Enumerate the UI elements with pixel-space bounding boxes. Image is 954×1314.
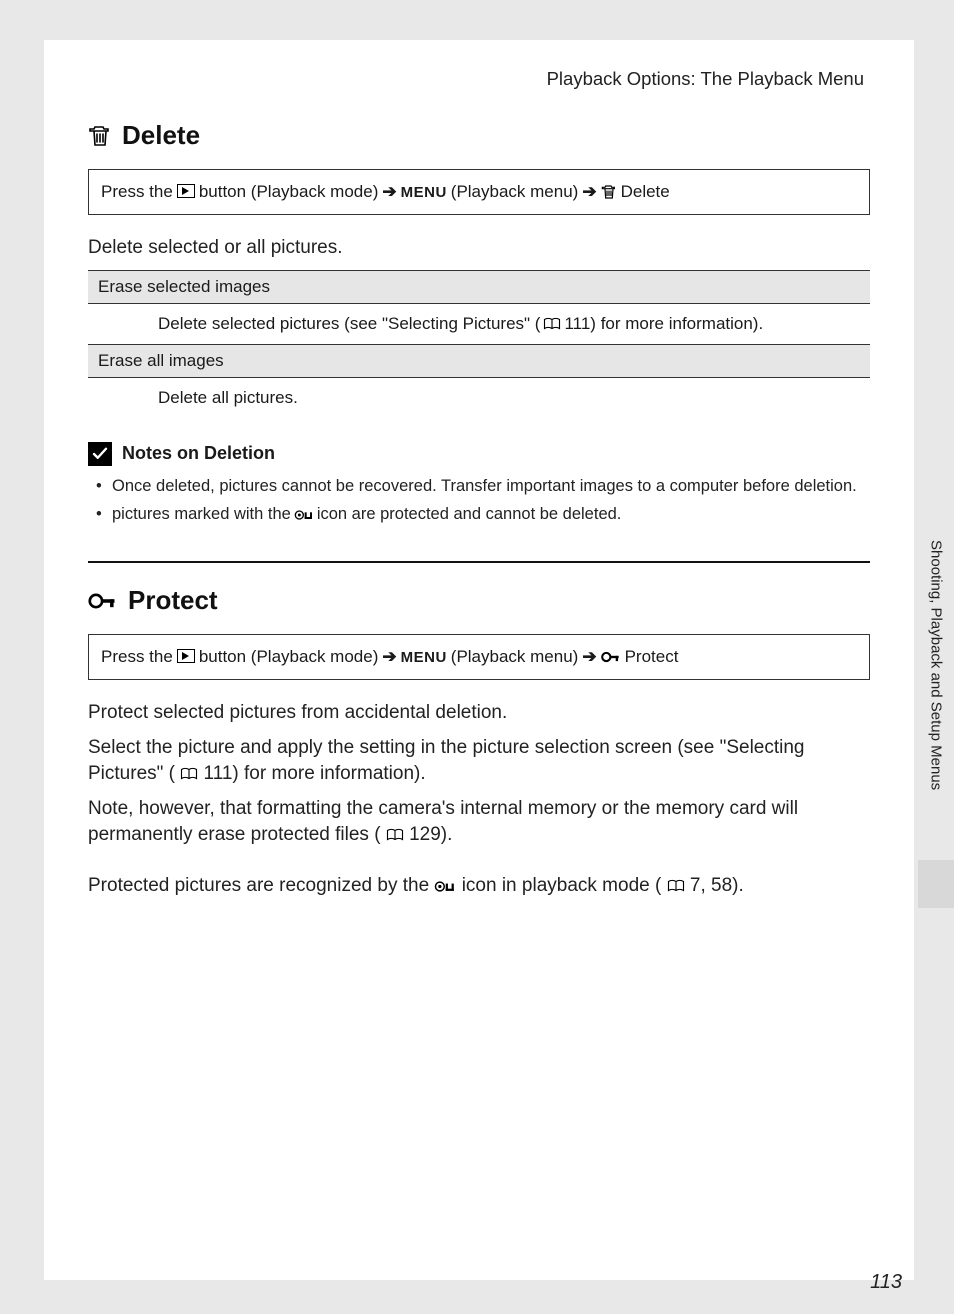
nav-text: Delete: [621, 182, 670, 202]
key-icon: [88, 590, 118, 612]
delete-nav-path: Press the button (Playback mode) ➔ MENU …: [88, 169, 870, 215]
arrow-right-icon: ➔: [382, 647, 396, 667]
book-icon: [386, 828, 404, 842]
body-text: 111) for more information).: [204, 763, 426, 784]
option-text: Delete all pictures.: [158, 388, 298, 408]
note-text: pictures marked with the: [112, 502, 291, 527]
arrow-right-icon: ➔: [382, 182, 396, 202]
option-text: Delete selected pictures (see "Selecting…: [158, 314, 540, 334]
protect-mark-icon: [294, 508, 314, 522]
protect-heading: Protect: [88, 585, 870, 616]
option-desc: Delete selected pictures (see "Selecting…: [88, 304, 870, 344]
option-text: 111) for more information).: [564, 314, 763, 334]
menu-icon: MENU: [401, 649, 447, 666]
arrow-right-icon: ➔: [582, 647, 596, 667]
playback-button-icon: [177, 184, 195, 198]
delete-heading: Delete: [88, 120, 870, 151]
notes-list: Once deleted, pictures cannot be recover…: [88, 474, 870, 528]
protect-p4: Protected pictures are recognized by the…: [88, 873, 870, 900]
book-icon: [543, 317, 561, 331]
nav-text: (Playback menu): [451, 647, 579, 667]
key-icon: [601, 650, 621, 664]
note-item: Once deleted, pictures cannot be recover…: [94, 474, 870, 499]
body-text: 129).: [409, 824, 452, 845]
nav-text: button (Playback mode): [199, 182, 379, 202]
section-divider: [88, 561, 870, 563]
protect-nav-path: Press the button (Playback mode) ➔ MENU …: [88, 634, 870, 680]
playback-button-icon: [177, 649, 195, 663]
delete-intro: Delete selected or all pictures.: [88, 235, 870, 262]
body-text: 7, 58).: [690, 875, 744, 896]
protect-p1: Protect selected pictures from accidenta…: [88, 700, 870, 727]
nav-text: Protect: [625, 647, 679, 667]
delete-options-table: Erase selected images Delete selected pi…: [88, 270, 870, 418]
menu-icon: MENU: [401, 184, 447, 201]
delete-title: Delete: [122, 120, 200, 151]
note-text: icon are protected and cannot be deleted…: [317, 502, 622, 527]
option-desc: Delete all pictures.: [88, 378, 870, 418]
side-tab-label: Shooting, Playback and Setup Menus: [928, 530, 945, 850]
nav-text: Press the: [101, 182, 173, 202]
body-text: icon in playback mode (: [462, 875, 662, 896]
protect-mark-icon: [434, 879, 456, 894]
nav-text: Press the: [101, 647, 173, 667]
arrow-right-icon: ➔: [582, 182, 596, 202]
notes-heading: Notes on Deletion: [88, 442, 870, 466]
book-icon: [180, 767, 198, 781]
protect-title: Protect: [128, 585, 218, 616]
note-item: pictures marked with the icon are protec…: [94, 502, 870, 527]
nav-text: (Playback menu): [451, 182, 579, 202]
trash-icon: [601, 184, 617, 200]
book-icon: [667, 879, 685, 893]
nav-text: button (Playback mode): [199, 647, 379, 667]
header-breadcrumb: Playback Options: The Playback Menu: [88, 68, 870, 90]
page-number: 113: [870, 1271, 902, 1294]
note-text: Once deleted, pictures cannot be recover…: [112, 474, 857, 499]
check-badge-icon: [88, 442, 112, 466]
option-head: Erase all images: [88, 344, 870, 378]
protect-p3: Note, however, that formatting the camer…: [88, 796, 870, 849]
body-text: Protected pictures are recognized by the: [88, 875, 434, 896]
protect-p2: Select the picture and apply the setting…: [88, 735, 870, 788]
thumb-tab: [918, 860, 954, 908]
option-head: Erase selected images: [88, 270, 870, 304]
page: Playback Options: The Playback Menu Dele…: [44, 40, 914, 1280]
side-tab: Shooting, Playback and Setup Menus: [918, 530, 954, 890]
notes-title: Notes on Deletion: [122, 443, 275, 464]
trash-icon: [88, 124, 112, 148]
